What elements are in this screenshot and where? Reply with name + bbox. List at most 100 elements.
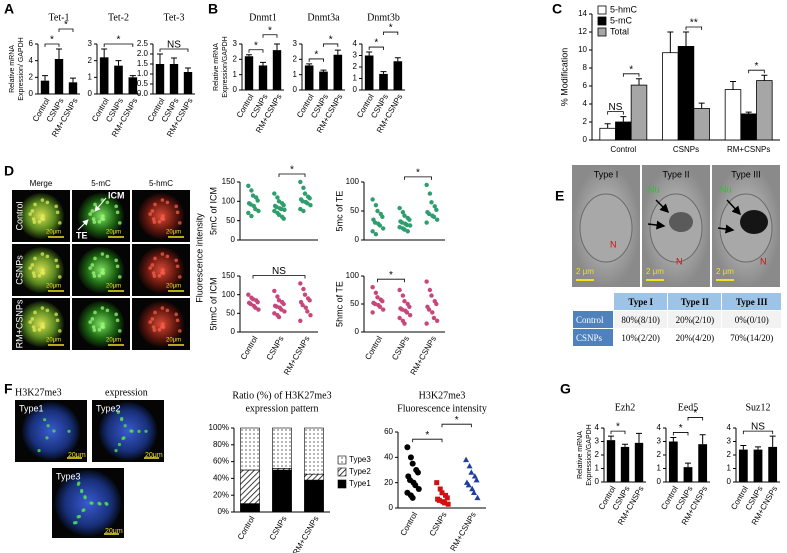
bar: [693, 108, 710, 141]
point: [249, 213, 254, 219]
error-bar: [667, 31, 674, 53]
y-tick-label: 0: [231, 327, 236, 336]
speckle: [54, 258, 58, 263]
scale-label: 20μm: [166, 230, 181, 236]
speckle: [148, 320, 152, 324]
arrow: [77, 219, 89, 231]
bar: [99, 57, 109, 94]
speckle: [116, 410, 120, 414]
error-bar: [366, 51, 373, 56]
significance-label: *: [254, 40, 258, 51]
error-bar: [685, 462, 691, 468]
point: [404, 222, 410, 228]
arrow: [94, 197, 107, 212]
nucleolus-mark: Nu: [648, 184, 660, 194]
point: [397, 315, 402, 321]
chart-title: Tet-2: [108, 12, 129, 23]
x-tick-label: CSNPs: [268, 515, 289, 542]
y-tick-label: 100: [346, 177, 360, 186]
image-label: Type3: [56, 471, 81, 481]
speckle: [76, 515, 80, 519]
speckle: [114, 449, 118, 453]
bar: [768, 446, 778, 482]
y-tick-label: 100: [222, 196, 236, 205]
point: [370, 197, 375, 202]
point: [275, 294, 280, 299]
y-tick-label: 0: [389, 503, 394, 512]
speckle: [174, 312, 178, 317]
speckle: [175, 210, 180, 215]
chart-title: Fluorescence intensity: [397, 403, 487, 414]
speckle: [160, 252, 165, 256]
nucleus: [579, 193, 633, 263]
speckle: [174, 204, 178, 209]
speckle: [30, 263, 35, 267]
speckle: [148, 266, 152, 270]
point: [424, 182, 429, 188]
scale-label: 20μm: [105, 528, 123, 535]
significance-bracket: [672, 432, 689, 436]
significance-label: NS: [167, 40, 181, 51]
bar: [319, 71, 328, 90]
point: [405, 229, 410, 234]
y-tick-label: 50: [350, 299, 359, 308]
speckle: [31, 217, 36, 221]
column-label: 5-hmC: [149, 179, 173, 188]
significance-bracket: [103, 43, 134, 47]
speckle: [92, 274, 97, 278]
y-tick-label: 100: [346, 271, 360, 280]
speckle: [153, 310, 157, 315]
y-tick-label: 4: [29, 56, 34, 65]
error-bar: [101, 48, 108, 58]
y-tick-label: 2: [293, 54, 298, 63]
significance-bracket: [383, 31, 399, 36]
speckle: [46, 424, 50, 428]
speckle: [123, 424, 127, 428]
point: [375, 208, 380, 214]
significance-label: *: [629, 64, 633, 75]
legend-label: Type2: [349, 467, 371, 476]
type-table: Type I Type II Type III Control 80%(8/10) 20…: [571, 292, 782, 347]
point: [444, 495, 450, 501]
bar: [155, 64, 165, 94]
speckle: [30, 317, 35, 321]
error-bar: [157, 53, 163, 64]
x-tick-label: RM+CSNPs: [448, 511, 477, 553]
image-label: Type1: [19, 403, 44, 413]
point: [431, 315, 437, 321]
point: [246, 183, 251, 189]
significance-bracket: [159, 48, 189, 52]
image-label: Type III: [731, 169, 761, 179]
speckle: [100, 271, 104, 275]
bar-segment: [272, 469, 292, 513]
significance-label: *: [425, 430, 429, 441]
scale-label: 20μm: [166, 284, 181, 290]
speckle: [105, 200, 110, 205]
speckle: [161, 322, 165, 326]
point: [281, 301, 286, 307]
significance-label: *: [416, 168, 420, 179]
significance-bracket: [377, 278, 405, 283]
point: [443, 492, 449, 498]
y-axis-label: 5hmC of ICM: [208, 277, 218, 330]
point: [427, 191, 433, 196]
chart-title: Dnmt1: [249, 12, 277, 23]
point: [256, 307, 261, 312]
speckle: [152, 220, 157, 224]
y-axis-label: 5hmc of TE: [334, 281, 344, 327]
point: [402, 227, 407, 232]
point: [402, 299, 407, 304]
point: [436, 497, 442, 503]
speckle: [90, 501, 94, 505]
speckle: [83, 495, 87, 499]
bar: [738, 449, 748, 482]
table-header: Type I: [613, 292, 669, 311]
speckle: [97, 219, 102, 224]
speckle: [37, 219, 42, 224]
point: [400, 209, 406, 215]
bar: [379, 73, 388, 90]
image-label: Type I: [594, 169, 619, 179]
y-tick-label: 0: [88, 89, 93, 98]
embryo: [55, 470, 121, 536]
speckle: [117, 329, 122, 333]
